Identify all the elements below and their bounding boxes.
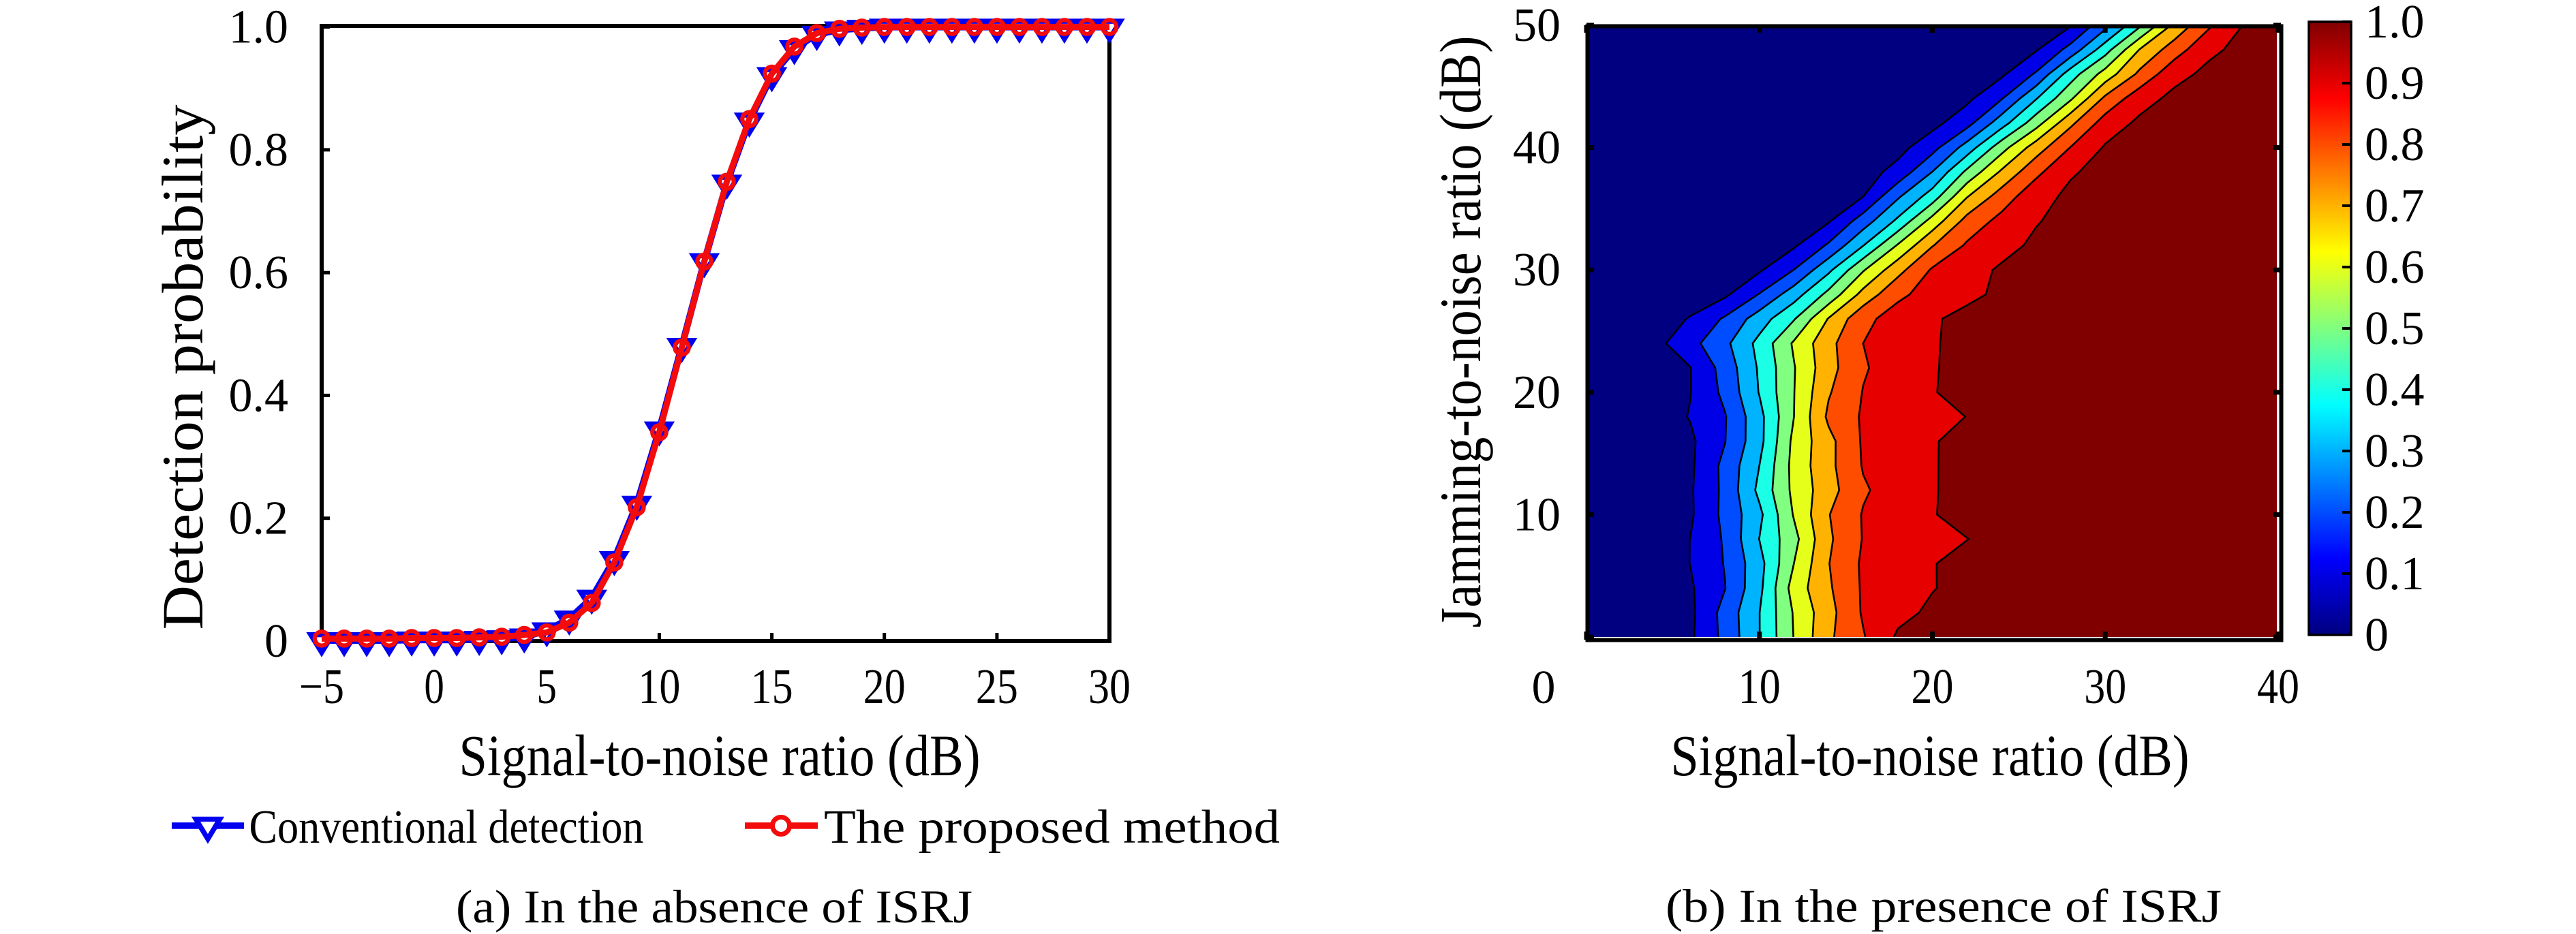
svg-text:5: 5 [537,659,557,714]
svg-text:20: 20 [863,659,906,714]
svg-text:0.2: 0.2 [229,493,289,545]
svg-text:The proposed method: The proposed method [824,801,1280,854]
svg-text:0.6: 0.6 [2365,241,2425,294]
svg-text:0: 0 [424,659,444,714]
svg-text:Signal-to-noise ratio (dB): Signal-to-noise ratio (dB) [1671,723,2190,788]
svg-text:0.4: 0.4 [229,369,289,422]
svg-text:0.3: 0.3 [2365,425,2425,478]
svg-text:Jamming-to-noise ratio (dB): Jamming-to-noise ratio (dB) [1428,36,1493,628]
svg-text:0: 0 [1532,661,1556,714]
svg-text:1.0: 1.0 [229,1,289,54]
svg-text:20: 20 [1513,367,1561,419]
svg-text:0.8: 0.8 [229,124,289,176]
svg-text:40: 40 [1513,122,1561,174]
svg-text:0.7: 0.7 [2365,180,2425,232]
svg-text:40: 40 [2257,659,2299,714]
svg-text:Conventional detection: Conventional detection [249,801,644,854]
svg-text:30: 30 [1088,659,1131,714]
svg-text:0.6: 0.6 [229,247,289,299]
svg-text:10: 10 [1738,659,1781,714]
svg-text:0.1: 0.1 [2365,548,2425,600]
svg-text:Signal-to-noise ratio (dB): Signal-to-noise ratio (dB) [459,723,981,788]
svg-text:(b) In the presence of ISRJ: (b) In the presence of ISRJ [1666,880,2222,932]
svg-text:10: 10 [638,659,680,714]
svg-text:20: 20 [1912,659,1954,714]
svg-text:−5: −5 [299,659,344,714]
svg-text:50: 50 [1513,0,1561,52]
svg-text:30: 30 [1513,244,1561,296]
svg-text:30: 30 [2084,659,2126,714]
svg-text:10: 10 [1513,488,1561,541]
svg-text:15: 15 [751,659,793,714]
svg-text:0.8: 0.8 [2365,119,2425,171]
svg-text:0: 0 [2365,609,2389,661]
svg-text:0.2: 0.2 [2365,486,2425,539]
svg-text:(a) In the absence of ISRJ: (a) In the absence of ISRJ [456,881,972,933]
svg-text:0.5: 0.5 [2365,302,2425,355]
svg-text:0.9: 0.9 [2365,57,2425,110]
svg-text:1.0: 1.0 [2365,0,2425,48]
svg-text:25: 25 [976,659,1018,714]
svg-text:0.4: 0.4 [2365,364,2425,416]
svg-text:0: 0 [264,615,288,668]
svg-text:Detection probability: Detection probability [150,104,215,629]
